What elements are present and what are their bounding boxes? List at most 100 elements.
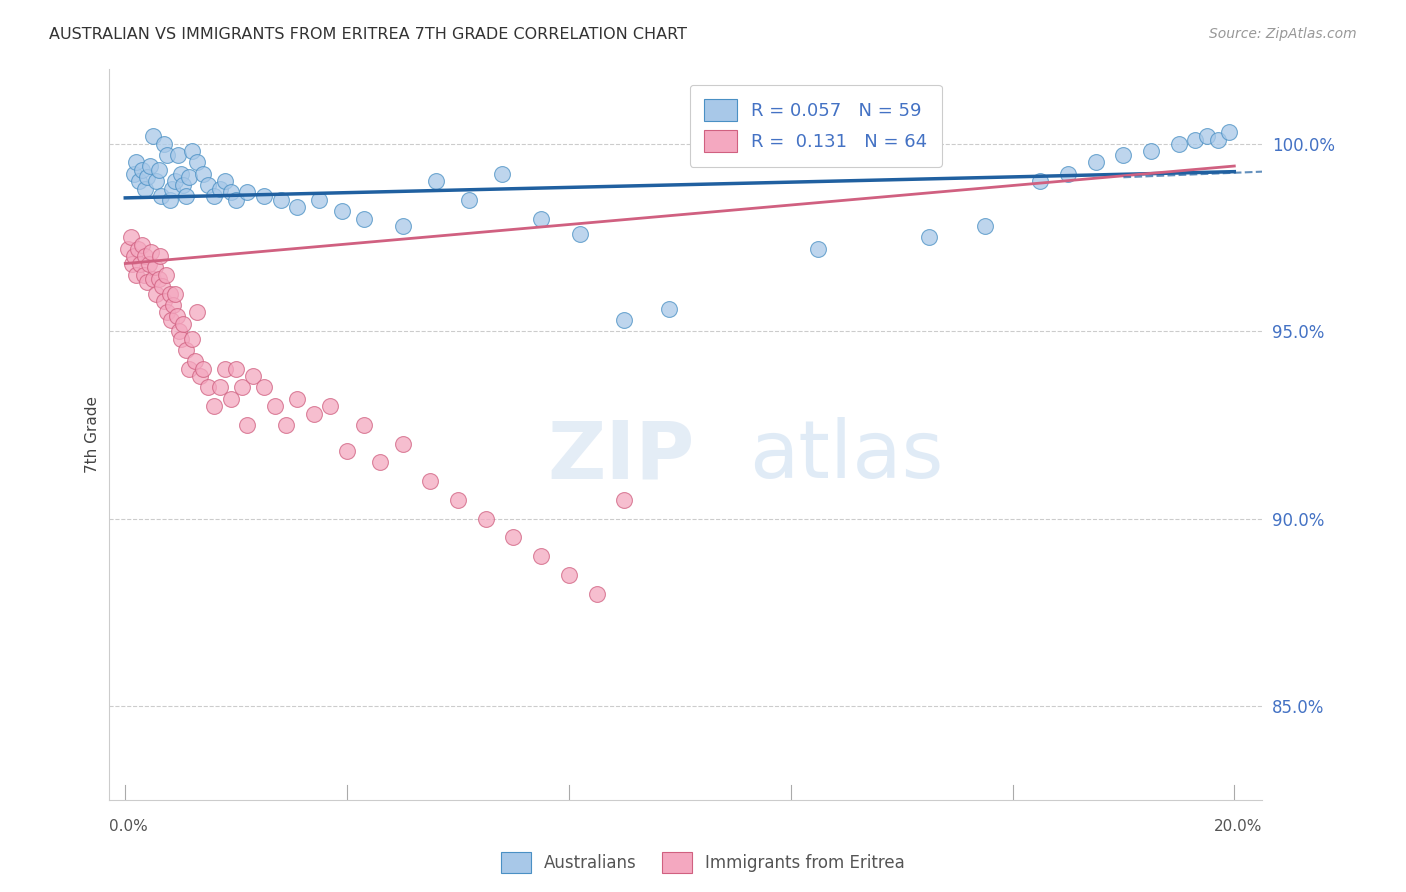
Point: [122, 249, 145, 263]
Text: 20.0%: 20.0%: [1213, 819, 1263, 833]
Point: [236, 417, 259, 432]
Point: [148, 271, 170, 285]
Point: [134, 249, 156, 263]
Point: [128, 256, 150, 270]
Point: [569, 227, 592, 241]
Point: [167, 148, 190, 162]
Point: [148, 162, 170, 177]
Point: [202, 189, 225, 203]
Point: [145, 174, 167, 188]
Point: [585, 586, 607, 600]
Text: Source: ZipAtlas.com: Source: ZipAtlas.com: [1209, 27, 1357, 41]
Point: [1140, 144, 1163, 158]
Point: [170, 332, 193, 346]
Point: [191, 167, 214, 181]
Point: [530, 211, 553, 226]
Point: [447, 492, 470, 507]
Text: 0.0%: 0.0%: [108, 819, 148, 833]
Point: [153, 136, 176, 151]
Point: [143, 260, 166, 275]
Point: [253, 380, 276, 394]
Point: [117, 242, 139, 256]
Point: [236, 186, 259, 200]
Point: [1218, 125, 1240, 139]
Point: [425, 174, 447, 188]
Point: [149, 249, 172, 263]
Point: [330, 204, 353, 219]
Point: [150, 189, 173, 203]
Point: [186, 305, 208, 319]
Point: [391, 436, 413, 450]
Point: [214, 174, 236, 188]
Point: [138, 256, 160, 270]
Point: [180, 332, 202, 346]
Point: [125, 155, 148, 169]
Point: [807, 242, 830, 256]
Point: [134, 181, 156, 195]
Point: [613, 492, 636, 507]
Point: [139, 159, 162, 173]
Point: [336, 444, 359, 458]
Y-axis label: 7th Grade: 7th Grade: [86, 396, 100, 473]
Point: [530, 549, 553, 563]
Point: [1184, 133, 1206, 147]
Point: [145, 286, 167, 301]
Point: [302, 407, 325, 421]
Point: [125, 268, 148, 282]
Point: [231, 380, 253, 394]
Legend: R = 0.057   N = 59, R =  0.131   N = 64: R = 0.057 N = 59, R = 0.131 N = 64: [689, 85, 942, 167]
Point: [1206, 133, 1229, 147]
Point: [162, 298, 184, 312]
Point: [1195, 128, 1218, 143]
Point: [170, 167, 193, 181]
Text: ZIP: ZIP: [547, 417, 695, 495]
Point: [142, 128, 165, 143]
Point: [1057, 167, 1080, 181]
Point: [973, 219, 995, 233]
Point: [197, 380, 219, 394]
Point: [1084, 155, 1107, 169]
Point: [150, 279, 173, 293]
Point: [458, 193, 481, 207]
Point: [474, 511, 496, 525]
Point: [183, 354, 205, 368]
Point: [132, 268, 155, 282]
Point: [131, 162, 153, 177]
Point: [253, 189, 276, 203]
Point: [558, 567, 581, 582]
Point: [285, 392, 308, 406]
Point: [353, 211, 375, 226]
Point: [1167, 136, 1189, 151]
Point: [167, 324, 190, 338]
Point: [353, 417, 375, 432]
Point: [191, 361, 214, 376]
Point: [156, 148, 179, 162]
Point: [264, 399, 287, 413]
Point: [225, 193, 247, 207]
Point: [308, 193, 330, 207]
Point: [173, 317, 195, 331]
Point: [918, 230, 941, 244]
Point: [186, 155, 208, 169]
Point: [1029, 174, 1052, 188]
Point: [391, 219, 413, 233]
Point: [153, 293, 176, 308]
Point: [208, 380, 231, 394]
Point: [197, 178, 219, 192]
Text: atlas: atlas: [749, 417, 943, 495]
Point: [160, 312, 183, 326]
Point: [174, 189, 197, 203]
Point: [1112, 148, 1135, 162]
Point: [658, 301, 681, 316]
Point: [319, 399, 342, 413]
Point: [173, 178, 195, 192]
Text: AUSTRALIAN VS IMMIGRANTS FROM ERITREA 7TH GRADE CORRELATION CHART: AUSTRALIAN VS IMMIGRANTS FROM ERITREA 7T…: [49, 27, 688, 42]
Point: [131, 237, 153, 252]
Point: [270, 193, 292, 207]
Point: [128, 174, 150, 188]
Point: [180, 144, 202, 158]
Point: [127, 242, 149, 256]
Point: [139, 245, 162, 260]
Point: [202, 399, 225, 413]
Point: [165, 174, 187, 188]
